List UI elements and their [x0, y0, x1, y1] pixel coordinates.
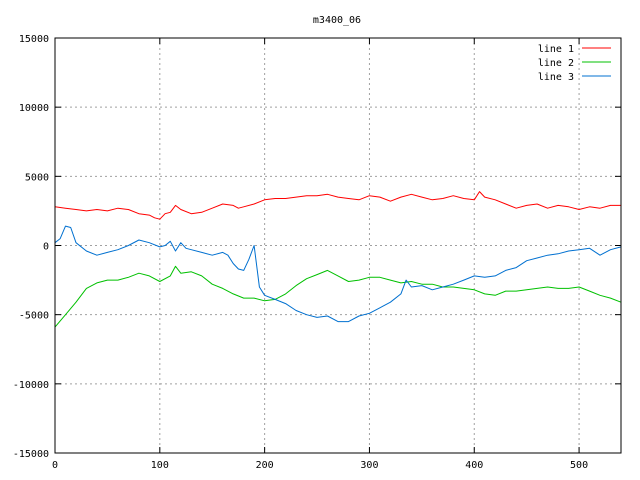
- y-tick-label: 10000: [19, 103, 49, 114]
- x-tick-label: 0: [52, 460, 58, 471]
- y-tick-label: -10000: [13, 380, 49, 391]
- legend-label: line 3: [538, 72, 574, 83]
- x-tick-label: 500: [570, 460, 588, 471]
- series-line-1: [54, 191, 621, 220]
- x-tick-label: 400: [465, 460, 483, 471]
- series-lines: [54, 191, 622, 328]
- y-tick-label: 15000: [19, 34, 49, 45]
- series-line-2: [54, 265, 622, 328]
- y-tick-label: -5000: [19, 311, 49, 322]
- axis-ticks: 0 100 200 300 400 500 -15000 -10000 -5000 0 5000 10…: [13, 34, 621, 471]
- grid-lines: [55, 38, 621, 453]
- y-tick-label: 0: [43, 242, 49, 253]
- y-tick-label: 5000: [25, 172, 49, 183]
- x-tick-label: 200: [256, 460, 274, 471]
- chart-title: m3400_06: [313, 15, 361, 26]
- x-tick-label: 300: [360, 460, 378, 471]
- x-tick-label: 100: [151, 460, 169, 471]
- legend: line 1 line 2 line 3: [538, 44, 611, 83]
- y-tick-label: -15000: [13, 449, 49, 460]
- series-line-3: [54, 225, 622, 323]
- legend-label: line 2: [538, 58, 574, 69]
- legend-label: line 1: [538, 44, 574, 55]
